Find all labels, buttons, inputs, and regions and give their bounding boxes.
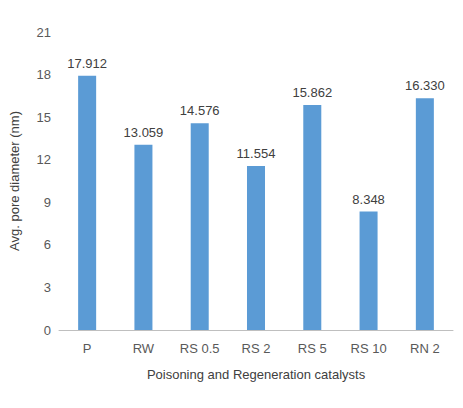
svg-text:RW: RW [133, 341, 155, 356]
svg-text:14.576: 14.576 [180, 103, 220, 118]
svg-text:RN 2: RN 2 [410, 341, 440, 356]
svg-text:0: 0 [44, 323, 51, 338]
svg-text:P: P [83, 341, 92, 356]
svg-text:6: 6 [44, 237, 51, 252]
svg-text:11.554: 11.554 [237, 146, 276, 161]
svg-text:16.330: 16.330 [405, 78, 445, 93]
svg-text:15: 15 [37, 110, 51, 125]
svg-text:Poisoning and Regeneration cat: Poisoning and Regeneration catalysts [147, 367, 366, 382]
svg-text:9: 9 [44, 195, 51, 210]
svg-text:13.059: 13.059 [124, 125, 164, 140]
svg-text:RS 5: RS 5 [298, 341, 327, 356]
svg-text:3: 3 [44, 280, 51, 295]
svg-text:17.912: 17.912 [67, 56, 107, 71]
svg-text:18: 18 [37, 67, 51, 82]
svg-text:21: 21 [37, 25, 51, 40]
svg-text:RS 0.5: RS 0.5 [180, 341, 220, 356]
svg-text:8.348: 8.348 [352, 192, 385, 207]
svg-text:RS 10: RS 10 [351, 341, 387, 356]
svg-text:RS 2: RS 2 [242, 341, 271, 356]
svg-text:Avg. pore diameter (nm): Avg. pore diameter (nm) [7, 111, 22, 251]
svg-text:12: 12 [37, 152, 51, 167]
svg-text:15.862: 15.862 [292, 85, 332, 100]
